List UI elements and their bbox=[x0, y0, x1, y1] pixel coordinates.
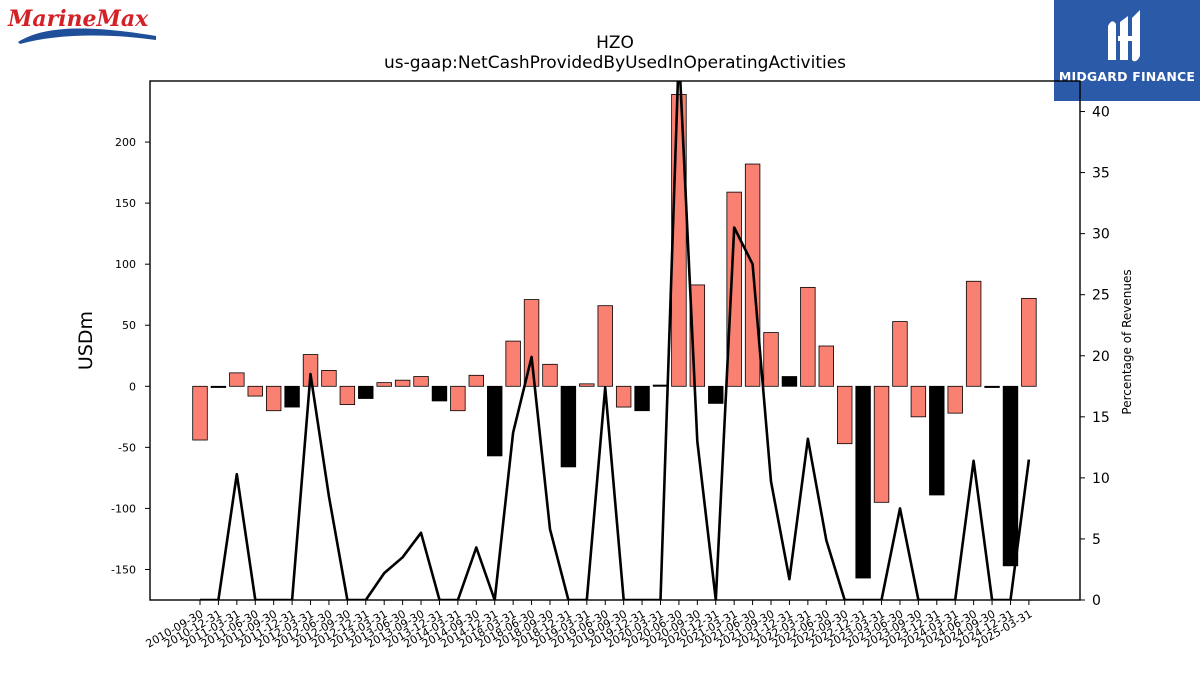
y-tick-label-0: 0 bbox=[129, 380, 136, 393]
bar-2013-06-30 bbox=[394, 379, 411, 387]
bar-2014-12-31 bbox=[487, 385, 503, 457]
y2-tick-label-25: 25 bbox=[1092, 288, 1110, 304]
midgard-mark-icon bbox=[1108, 10, 1140, 62]
midgard-finance-text: MIDGARD FINANCE bbox=[1058, 69, 1196, 84]
y-tick-label-200: 200 bbox=[115, 136, 136, 149]
bar-2018-09-30 bbox=[542, 363, 558, 387]
y2-axis-label: Percentage of Revenues bbox=[1120, 269, 1134, 414]
y2-tick-label-10: 10 bbox=[1092, 471, 1110, 487]
bar-2013-03-31 bbox=[376, 382, 392, 387]
bar-2023-03-31 bbox=[873, 385, 890, 503]
bar-2023-09-30 bbox=[910, 385, 927, 418]
bar-2019-12-31 bbox=[634, 385, 650, 412]
chart-subtitle: us-gaap:NetCashProvidedByUsedInOperating… bbox=[383, 53, 847, 73]
bar-2024-12-31 bbox=[1002, 385, 1019, 567]
bar-2019-03-31 bbox=[579, 383, 595, 387]
bar-2012-12-31 bbox=[358, 385, 374, 399]
bar-2021-03-31 bbox=[726, 191, 742, 387]
bar-2021-09-30 bbox=[763, 332, 779, 387]
bar-2011-03-31 bbox=[229, 372, 245, 387]
bar-2012-09-30 bbox=[339, 385, 356, 406]
bar-2020-12-31 bbox=[708, 385, 724, 404]
y2-tick-label-15: 15 bbox=[1092, 410, 1110, 426]
bar-2010-12-31 bbox=[210, 385, 227, 388]
bar-2018-06-30 bbox=[523, 299, 540, 387]
bar-2023-12-31 bbox=[929, 385, 945, 496]
bar-2024-06-30 bbox=[965, 280, 982, 387]
marinemax-swoosh-icon bbox=[18, 28, 156, 44]
bar-2022-03-31 bbox=[800, 286, 816, 387]
y-tick-label-100: 100 bbox=[115, 258, 136, 271]
y-tick-label--150: -150 bbox=[111, 563, 136, 576]
bar-2022-06-30 bbox=[818, 345, 834, 387]
bar-2014-09-30 bbox=[468, 374, 485, 387]
y-tick-label-50: 50 bbox=[122, 319, 136, 332]
midgard-finance-logo: MIDGARD FINANCE bbox=[1054, 0, 1200, 101]
y2-tick-label-5: 5 bbox=[1092, 532, 1101, 548]
y-tick-label--50: -50 bbox=[118, 441, 136, 454]
bar-2011-12-31 bbox=[284, 385, 300, 408]
bar-2023-06-30 bbox=[892, 321, 908, 387]
y2-tick-label-0: 0 bbox=[1092, 593, 1101, 609]
y-axis-label: USDm bbox=[75, 311, 97, 370]
bar-2020-03-31 bbox=[652, 384, 669, 387]
y2-tick-label-40: 40 bbox=[1092, 105, 1110, 121]
bar-2018-12-31 bbox=[560, 385, 577, 468]
y2-tick-label-35: 35 bbox=[1092, 166, 1110, 182]
bar-2010-09-30 bbox=[192, 385, 208, 441]
y2-tick-label-30: 30 bbox=[1092, 227, 1110, 243]
y2-tick-label-20: 20 bbox=[1092, 349, 1110, 365]
marinemax-logo: MarineMax bbox=[6, 6, 166, 46]
bar-2019-09-30 bbox=[615, 385, 632, 408]
chart-title: HZO bbox=[596, 33, 634, 53]
bar-2013-12-31 bbox=[431, 385, 448, 402]
bar-2013-09-30 bbox=[413, 376, 429, 387]
bar-2018-03-31 bbox=[505, 340, 521, 387]
bar-2019-06-30 bbox=[597, 305, 613, 387]
bar-2011-09-30 bbox=[265, 385, 282, 412]
bar-2014-03-31 bbox=[450, 385, 466, 412]
percentage-line bbox=[200, 81, 1031, 600]
bar-2011-06-30 bbox=[247, 385, 263, 397]
bar-2021-12-31 bbox=[781, 376, 798, 387]
bar-2025-03-31 bbox=[1021, 297, 1037, 387]
bar-2024-03-31 bbox=[947, 385, 963, 414]
marinemax-logo-text: MarineMax bbox=[7, 6, 149, 32]
bar-2022-09-30 bbox=[837, 385, 853, 445]
y-tick-label--100: -100 bbox=[111, 502, 136, 515]
bar-2022-12-31 bbox=[855, 385, 871, 579]
y-tick-label-150: 150 bbox=[115, 197, 136, 210]
plot-frame bbox=[149, 80, 1081, 601]
bar-2024-09-30 bbox=[984, 385, 1000, 388]
bar-2012-06-30 bbox=[321, 370, 337, 387]
